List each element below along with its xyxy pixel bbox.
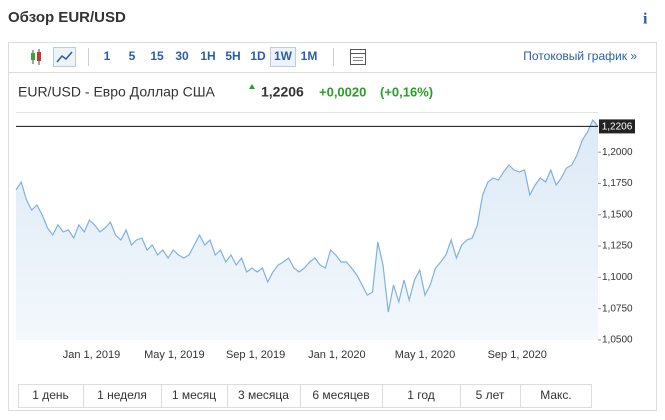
interval-button[interactable]: 5 bbox=[129, 49, 136, 63]
change: +0,0020 bbox=[319, 84, 366, 99]
y-tick-label: 1,1500 bbox=[602, 209, 633, 220]
range-button[interactable]: 3 месяца bbox=[238, 388, 289, 402]
interval-button[interactable]: 15 bbox=[150, 49, 164, 63]
range-button[interactable]: 1 неделя bbox=[97, 388, 147, 402]
up-arrow bbox=[249, 84, 255, 89]
interval-button[interactable]: 1W bbox=[274, 49, 293, 63]
selected-interval-box bbox=[270, 47, 296, 67]
interval-button[interactable]: 1 bbox=[104, 49, 111, 63]
y-tick-label: 1,1750 bbox=[602, 178, 633, 189]
price: 1,2206 bbox=[261, 84, 304, 100]
x-tick-label: May 1, 2019 bbox=[144, 349, 205, 361]
range-button[interactable]: 1 месяц bbox=[172, 388, 216, 402]
interval-button[interactable]: 30 bbox=[175, 49, 189, 63]
stream-link[interactable]: Потоковый график » bbox=[523, 49, 637, 63]
title: Обзор EUR/USD bbox=[8, 9, 126, 26]
current-price-label: 1,2206 bbox=[602, 122, 633, 133]
x-tick-label: Jan 1, 2019 bbox=[63, 349, 121, 361]
change-pct: (+0,16%) bbox=[380, 84, 433, 99]
interval-button[interactable]: 1H bbox=[200, 49, 215, 63]
current-price-box bbox=[599, 119, 635, 134]
line-icon bbox=[56, 51, 73, 63]
range-button[interactable]: 1 год bbox=[407, 388, 435, 402]
range-button[interactable]: 5 лет bbox=[476, 388, 505, 402]
settings-icon[interactable] bbox=[350, 49, 366, 65]
x-tick-label: May 1, 2020 bbox=[395, 349, 456, 361]
range-button[interactable]: 1 день bbox=[32, 388, 69, 402]
info-icon[interactable]: i bbox=[643, 11, 648, 28]
y-tick-label: 1,0500 bbox=[602, 335, 633, 346]
y-tick-label: 1,0750 bbox=[602, 303, 633, 314]
x-tick-label: Sep 1, 2020 bbox=[488, 349, 547, 361]
x-tick-label: Jan 1, 2020 bbox=[308, 349, 366, 361]
price-line bbox=[15, 118, 599, 313]
interval-button[interactable]: 1D bbox=[250, 49, 266, 63]
interval-button[interactable]: 5H bbox=[225, 49, 240, 63]
range-button[interactable]: Макс. bbox=[540, 388, 572, 402]
x-tick-label: Sep 1, 2019 bbox=[226, 349, 285, 361]
y-tick-label: 1,1000 bbox=[602, 272, 633, 283]
instrument-name: EUR/USD - Евро Доллар США bbox=[18, 84, 216, 100]
candle-icon[interactable] bbox=[31, 49, 41, 65]
y-tick-label: 1,1250 bbox=[602, 241, 633, 252]
interval-button[interactable]: 1M bbox=[301, 49, 318, 63]
y-tick-label: 1,2000 bbox=[602, 147, 633, 158]
range-button[interactable]: 6 месяцев bbox=[312, 388, 369, 402]
area bbox=[16, 120, 598, 340]
frame bbox=[8, 42, 657, 411]
